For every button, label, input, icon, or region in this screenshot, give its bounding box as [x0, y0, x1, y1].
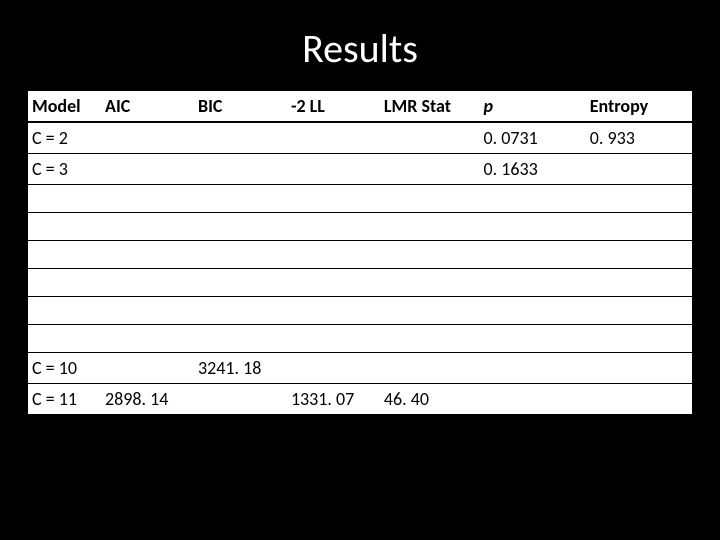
cell-p [479, 297, 585, 325]
cell-neg2ll [287, 297, 380, 325]
cell-bic [194, 325, 287, 353]
table-row: C = 3 0. 1633 [28, 154, 692, 185]
cell-entropy [586, 154, 692, 185]
cell-bic [194, 185, 287, 213]
col-header-lmrstat: LMR Stat [380, 91, 480, 122]
cell-bic: 3241. 18 [194, 353, 287, 384]
cell-entropy [586, 297, 692, 325]
cell-model [28, 213, 101, 241]
cell-bic [194, 154, 287, 185]
cell-neg2ll [287, 185, 380, 213]
cell-p [479, 325, 585, 353]
cell-lmr [380, 213, 480, 241]
cell-model: C = 10 [28, 353, 101, 384]
cell-neg2ll [287, 154, 380, 185]
col-header-aic: AIC [101, 91, 194, 122]
col-header-p: p [479, 91, 585, 122]
cell-lmr [380, 122, 480, 154]
cell-entropy [586, 241, 692, 269]
cell-neg2ll [287, 325, 380, 353]
cell-lmr: 46. 40 [380, 384, 480, 415]
cell-bic [194, 384, 287, 415]
cell-aic [101, 154, 194, 185]
table-row: C = 2 0. 0731 0. 933 [28, 122, 692, 154]
table-row [28, 241, 692, 269]
cell-entropy: 0. 933 [586, 122, 692, 154]
cell-lmr [380, 269, 480, 297]
results-table: Model AIC BIC -2 LL LMR Stat p Entropy C… [28, 91, 692, 415]
cell-aic [101, 325, 194, 353]
cell-bic [194, 297, 287, 325]
cell-neg2ll [287, 241, 380, 269]
cell-model [28, 241, 101, 269]
cell-neg2ll [287, 269, 380, 297]
results-table-wrap: Model AIC BIC -2 LL LMR Stat p Entropy C… [0, 91, 720, 415]
cell-bic [194, 213, 287, 241]
cell-entropy [586, 384, 692, 415]
table-row [28, 297, 692, 325]
col-header-model: Model [28, 91, 101, 122]
cell-neg2ll: 1331. 07 [287, 384, 380, 415]
cell-lmr [380, 185, 480, 213]
cell-model [28, 297, 101, 325]
cell-model [28, 325, 101, 353]
cell-model [28, 269, 101, 297]
table-row: C = 11 2898. 14 1331. 07 46. 40 [28, 384, 692, 415]
cell-bic [194, 269, 287, 297]
slide: Results Model AIC BIC -2 LL LMR Stat p E… [0, 0, 720, 540]
page-title: Results [0, 0, 720, 91]
cell-p [479, 384, 585, 415]
cell-lmr [380, 353, 480, 384]
cell-p [479, 269, 585, 297]
cell-p: 0. 1633 [479, 154, 585, 185]
cell-neg2ll [287, 213, 380, 241]
cell-p [479, 213, 585, 241]
cell-lmr [380, 297, 480, 325]
cell-aic: 2898. 14 [101, 384, 194, 415]
cell-aic [101, 122, 194, 154]
cell-model [28, 185, 101, 213]
table-row [28, 213, 692, 241]
cell-p: 0. 0731 [479, 122, 585, 154]
cell-neg2ll [287, 122, 380, 154]
cell-model: C = 2 [28, 122, 101, 154]
cell-p [479, 353, 585, 384]
cell-entropy [586, 353, 692, 384]
col-header-neg2ll: -2 LL [287, 91, 380, 122]
cell-entropy [586, 269, 692, 297]
col-header-bic: BIC [194, 91, 287, 122]
cell-p [479, 185, 585, 213]
table-header-row: Model AIC BIC -2 LL LMR Stat p Entropy [28, 91, 692, 122]
col-header-entropy: Entropy [586, 91, 692, 122]
cell-aic [101, 185, 194, 213]
table-row [28, 269, 692, 297]
cell-entropy [586, 185, 692, 213]
cell-neg2ll [287, 353, 380, 384]
cell-bic [194, 241, 287, 269]
cell-lmr [380, 154, 480, 185]
table-row [28, 185, 692, 213]
cell-lmr [380, 241, 480, 269]
table-row [28, 325, 692, 353]
cell-entropy [586, 213, 692, 241]
cell-aic [101, 269, 194, 297]
cell-model: C = 3 [28, 154, 101, 185]
table-row: C = 10 3241. 18 [28, 353, 692, 384]
cell-lmr [380, 325, 480, 353]
cell-p [479, 241, 585, 269]
cell-bic [194, 122, 287, 154]
cell-model: C = 11 [28, 384, 101, 415]
cell-aic [101, 297, 194, 325]
cell-aic [101, 241, 194, 269]
cell-aic [101, 213, 194, 241]
cell-aic [101, 353, 194, 384]
cell-entropy [586, 325, 692, 353]
